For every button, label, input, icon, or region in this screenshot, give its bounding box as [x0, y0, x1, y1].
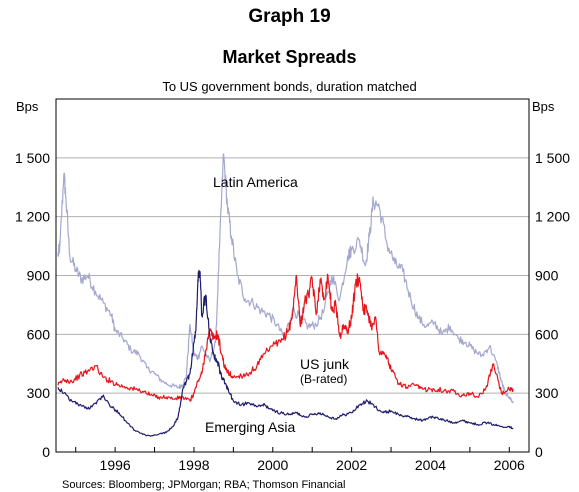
y-tick-label-right: 900 — [535, 268, 559, 284]
annotation-us-junk: US junk — [300, 356, 350, 372]
y-tick-label-left: 900 — [27, 268, 51, 284]
annotation-emerging-asia: Emerging Asia — [205, 419, 295, 435]
series-layer — [57, 153, 514, 437]
series-line-latin-america — [57, 153, 514, 404]
y-tick-label-right: 0 — [535, 444, 543, 460]
gridlines — [56, 157, 529, 394]
chart-title: Market Spreads — [222, 47, 356, 67]
series-line-emerging-asia — [57, 269, 514, 437]
y-tick-label-right: 300 — [535, 385, 559, 401]
x-tick-label-2004: 2004 — [415, 457, 446, 473]
x-tick-label-1998: 1998 — [178, 457, 209, 473]
y-tick-label-right: 600 — [535, 326, 559, 342]
source-note: Sources: Bloomberg; JPMorgan; RBA; Thoms… — [62, 479, 345, 491]
x-tick-label-2002: 2002 — [336, 457, 367, 473]
x-axis-ticks: 1996 1998 2000 2002 2004 2006 — [75, 447, 525, 473]
series-line-us-junk — [57, 273, 514, 402]
y-unit-left: Bps — [16, 99, 39, 114]
y-tick-label-left: 600 — [27, 326, 51, 342]
y-tick-label-right: 1 200 — [535, 209, 570, 225]
chart-subtitle: To US government bonds, duration matched — [162, 79, 416, 94]
x-tick-label-1996: 1996 — [100, 457, 131, 473]
annotation-latin-america: Latin America — [213, 174, 298, 190]
y-axis-ticks: 0 0 300 300 600 600 900 900 1 200 1 200 1 500 1 500 — [15, 150, 570, 460]
y-unit-right: Bps — [532, 99, 555, 114]
annotation-us-junk-rated: (B-rated) — [300, 372, 347, 386]
y-tick-label-left: 1 500 — [15, 150, 50, 166]
y-tick-label-left: 300 — [27, 385, 51, 401]
x-tick-label-2000: 2000 — [257, 457, 288, 473]
plot-frame — [55, 98, 530, 453]
graph-number: Graph 19 — [248, 6, 330, 27]
x-tick-label-2006: 2006 — [494, 457, 525, 473]
y-tick-label-right: 1 500 — [535, 150, 570, 166]
y-tick-label-left: 1 200 — [15, 209, 50, 225]
y-tick-label-left: 0 — [42, 444, 50, 460]
